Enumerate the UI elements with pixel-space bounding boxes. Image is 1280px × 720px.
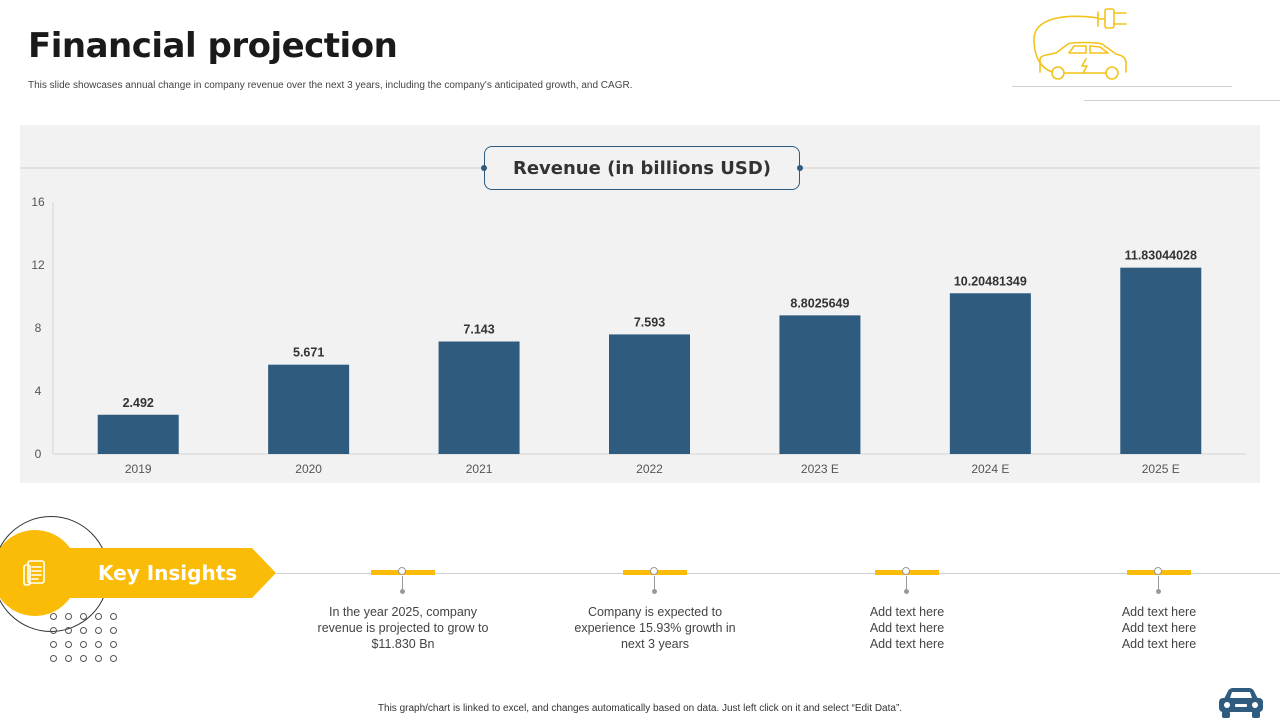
- decor-dot: [65, 613, 72, 620]
- electric-car-plug-icon: [1033, 8, 1127, 80]
- page-subtitle: This slide showcases annual change in co…: [28, 80, 633, 91]
- footer-note: This graph/chart is linked to excel, and…: [377, 703, 903, 714]
- marker-tip: [400, 589, 405, 594]
- insight-text: Company is expected to experience 15.93% …: [555, 604, 755, 652]
- x-tick-label: 2021: [466, 462, 493, 476]
- bar-value-label: 7.143: [463, 322, 494, 336]
- chart-title-box: Revenue (in billions USD): [481, 146, 803, 190]
- bar-value-label: 7.593: [634, 315, 665, 329]
- x-tick-label: 2020: [295, 462, 322, 476]
- insight-text: Add text here Add text here Add text here: [807, 604, 1007, 652]
- decor-dot: [110, 641, 117, 648]
- bar[interactable]: [1120, 267, 1202, 454]
- key-insights-label: Key Insights: [98, 561, 238, 585]
- marker-ring: [902, 567, 910, 575]
- dot-grid-decoration: [50, 613, 118, 662]
- x-tick-label: 2025 E: [1142, 462, 1180, 476]
- insight-line: Add text here: [1121, 605, 1197, 619]
- insight-line: Add text here: [1121, 637, 1197, 651]
- decor-dot: [95, 627, 102, 634]
- bar-value-label: 10.20481349: [954, 274, 1027, 288]
- decor-dot: [50, 655, 57, 662]
- insight-line: experience 15.93% growth in: [574, 621, 736, 635]
- y-tick-label: 16: [31, 195, 45, 209]
- insight-line: $11.830 Bn: [371, 637, 435, 651]
- decor-dot: [95, 655, 102, 662]
- key-insights-banner: Key Insights: [62, 548, 276, 598]
- decor-dot: [50, 627, 57, 634]
- bar[interactable]: [609, 334, 690, 454]
- decor-dot: [95, 613, 102, 620]
- decor-line: [1084, 100, 1280, 101]
- y-tick-label: 12: [31, 258, 45, 272]
- decor-dot: [95, 641, 102, 648]
- insight-line: Company is expected to: [587, 605, 723, 619]
- marker-tip: [1156, 589, 1161, 594]
- bar[interactable]: [268, 364, 350, 454]
- marker-ring: [398, 567, 406, 575]
- decor-dot: [80, 641, 87, 648]
- insight-marker: [623, 567, 687, 594]
- y-tick-label: 0: [35, 447, 42, 461]
- marker-stem: [402, 576, 403, 590]
- decor-dot: [110, 627, 117, 634]
- marker-ring: [650, 567, 658, 575]
- bar-value-label: 5.671: [293, 346, 324, 360]
- insight-line: Add text here: [869, 621, 945, 635]
- y-tick-label: 8: [35, 321, 42, 335]
- document-icon: [23, 560, 45, 586]
- decor-dot: [110, 613, 117, 620]
- chart-canvas: 0 4 8 12 16 2.492 2019 5.671 2020 7.143 2021 7.593 2…: [20, 167, 1260, 476]
- insight-marker: [371, 567, 435, 594]
- marker-stem: [654, 576, 655, 590]
- page-title: Financial projection: [28, 26, 398, 66]
- insight-line: Add text here: [869, 637, 945, 651]
- bar[interactable]: [949, 293, 1031, 454]
- decor-dot: [65, 655, 72, 662]
- bar-value-label: 11.83044028: [1125, 249, 1197, 263]
- marker-stem: [1158, 576, 1159, 590]
- decor-dot: [50, 641, 57, 648]
- insight-line: revenue is projected to grow to: [317, 621, 489, 635]
- bar[interactable]: [97, 414, 179, 454]
- decor-dot: [80, 655, 87, 662]
- insight-line: Add text here: [1121, 621, 1197, 635]
- decor-dot: [110, 655, 117, 662]
- y-tick-label: 4: [35, 384, 42, 398]
- x-tick-label: 2022: [636, 462, 663, 476]
- title-box-dot: [797, 165, 803, 171]
- insight-line: Add text here: [869, 605, 945, 619]
- insight-marker: [1127, 567, 1191, 594]
- insight-line: In the year 2025, company: [328, 605, 477, 619]
- car-icon: [1219, 688, 1263, 718]
- bar-value-label: 2.492: [123, 396, 154, 410]
- insight-marker: [875, 567, 939, 594]
- decor-dot: [65, 641, 72, 648]
- title-box-dot: [481, 165, 487, 171]
- decor-dot: [50, 613, 57, 620]
- marker-stem: [906, 576, 907, 590]
- bar[interactable]: [779, 315, 861, 454]
- x-tick-label: 2024 E: [971, 462, 1009, 476]
- marker-tip: [652, 589, 657, 594]
- revenue-chart[interactable]: 0 4 8 12 16 2.492 2019 5.671 2020 7.143 2021 7.593 2…: [20, 125, 1260, 483]
- marker-ring: [1154, 567, 1162, 575]
- x-tick-label: 2019: [125, 462, 152, 476]
- chart-title: Revenue (in billions USD): [512, 157, 772, 179]
- x-tick-label: 2023 E: [801, 462, 839, 476]
- bar-value-label: 8.8025649: [790, 296, 849, 310]
- decor-dot: [80, 613, 87, 620]
- insights-timeline: [276, 573, 1280, 574]
- decor-dot: [65, 627, 72, 634]
- bar[interactable]: [438, 341, 520, 454]
- insight-text: Add text here Add text here Add text here: [1059, 604, 1259, 652]
- insight-line: next 3 years: [620, 637, 690, 651]
- decor-dot: [80, 627, 87, 634]
- marker-tip: [904, 589, 909, 594]
- insight-text: In the year 2025, company revenue is proj…: [303, 604, 503, 652]
- decor-line: [1012, 86, 1232, 87]
